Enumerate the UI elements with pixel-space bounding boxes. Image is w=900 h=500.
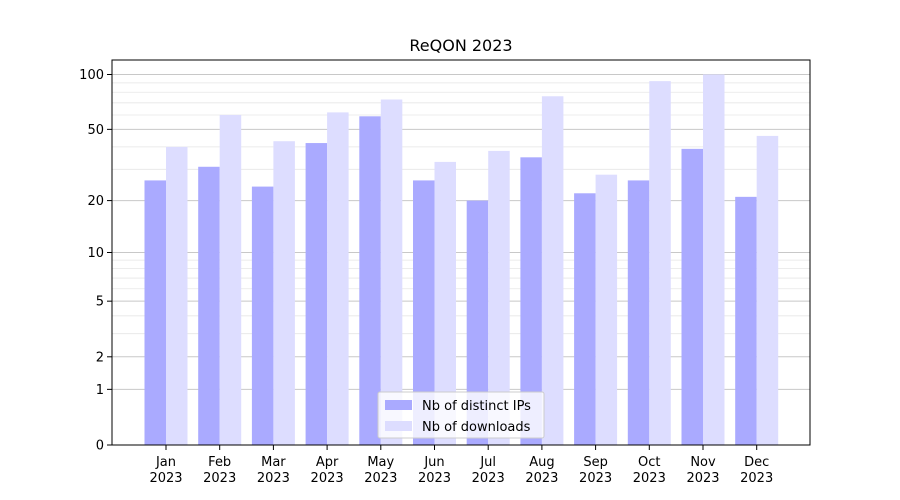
bar-distinct-ips — [520, 157, 542, 445]
x-tick-label-month: Dec — [744, 455, 769, 470]
y-tick-label: 2 — [96, 350, 104, 365]
bar-downloads — [434, 161, 456, 445]
bar-distinct-ips — [144, 180, 166, 446]
x-tick-label-month: May — [367, 455, 394, 470]
x-axis: Jan2023Feb2023Mar2023Apr2023May2023Jun20… — [149, 445, 773, 486]
bar-downloads — [380, 99, 403, 445]
bar-downloads — [756, 135, 779, 445]
bar-downloads — [273, 141, 295, 446]
bar-downloads — [649, 81, 671, 445]
x-tick-label-month: Mar — [261, 455, 286, 470]
y-tick-label: 10 — [87, 246, 104, 261]
bar-distinct-ips — [251, 186, 274, 445]
bar-downloads — [327, 112, 349, 446]
x-tick-label-month: Aug — [529, 455, 554, 470]
legend-box — [377, 391, 545, 439]
x-tick-label-year: 2023 — [472, 471, 505, 486]
bar-distinct-ips — [735, 196, 757, 445]
chart-title: ReQON 2023 — [409, 36, 512, 55]
x-tick-label-month: Sep — [583, 455, 608, 470]
bar-downloads — [703, 74, 725, 445]
bar-distinct-ips — [574, 193, 596, 445]
legend-label-downloads: Nb of downloads — [422, 420, 531, 435]
y-tick-label: 5 — [96, 295, 104, 310]
legend: Nb of distinct IPs Nb of downloads — [377, 391, 545, 439]
x-tick-label-year: 2023 — [364, 471, 397, 486]
legend-swatch-distinct-ips — [385, 400, 412, 410]
x-tick-label-year: 2023 — [311, 471, 344, 486]
y-tick-label: 50 — [87, 123, 104, 138]
bar-downloads — [541, 96, 564, 446]
y-tick-label: 20 — [87, 194, 104, 209]
x-tick-label-month: Apr — [316, 455, 339, 470]
bar-downloads — [219, 114, 242, 445]
legend-swatch-downloads — [385, 421, 412, 431]
bar-distinct-ips — [413, 180, 435, 446]
x-tick-label-year: 2023 — [203, 471, 236, 486]
bar-downloads — [488, 150, 510, 445]
x-tick-label-year: 2023 — [579, 471, 612, 486]
x-tick-label-year: 2023 — [418, 471, 451, 486]
bars — [144, 74, 779, 446]
y-tick-label: 0 — [96, 439, 104, 454]
x-tick-label-month: Feb — [208, 455, 231, 470]
bar-distinct-ips — [681, 148, 703, 445]
x-tick-label-year: 2023 — [740, 471, 773, 486]
x-tick-label-month: Jun — [423, 455, 444, 470]
x-tick-label-month: Jul — [479, 455, 496, 470]
y-tick-label: 100 — [79, 68, 104, 83]
bar-downloads — [595, 174, 618, 446]
bar-distinct-ips — [627, 180, 650, 446]
x-tick-label-month: Nov — [690, 455, 716, 470]
x-tick-label-year: 2023 — [149, 471, 182, 486]
y-axis: 0 1 2 5 10 20 50 100 — [79, 68, 112, 454]
y-tick-label: 1 — [96, 383, 104, 398]
x-tick-label-year: 2023 — [257, 471, 290, 486]
x-tick-label-month: Jan — [155, 455, 176, 470]
bar-distinct-ips — [359, 116, 381, 446]
bar-distinct-ips — [466, 200, 489, 445]
x-tick-label-year: 2023 — [633, 471, 666, 486]
bar-distinct-ips — [305, 143, 328, 446]
bar-distinct-ips — [198, 166, 220, 446]
legend-label-distinct-ips: Nb of distinct IPs — [422, 399, 531, 414]
x-tick-label-month: Oct — [638, 455, 660, 470]
x-tick-label-year: 2023 — [525, 471, 558, 486]
x-tick-label-year: 2023 — [686, 471, 719, 486]
bar-downloads — [166, 146, 188, 445]
